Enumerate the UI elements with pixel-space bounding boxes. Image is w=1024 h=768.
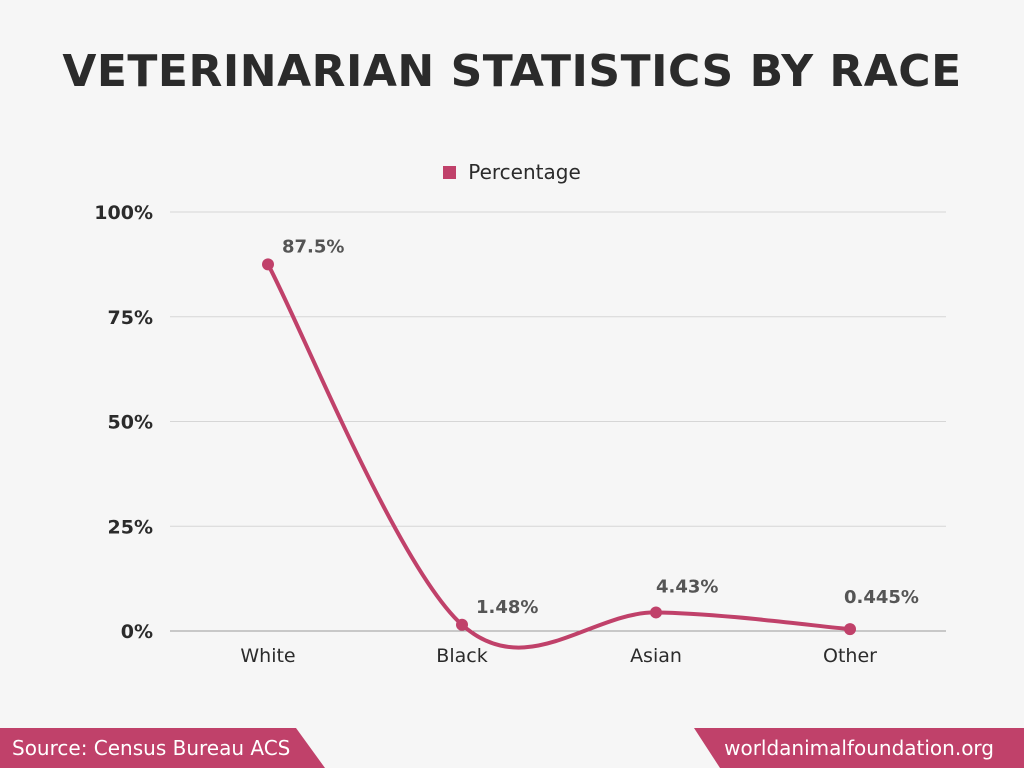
source-banner: Source: Census Bureau ACS — [0, 728, 325, 768]
y-tick-label: 50% — [108, 412, 153, 434]
y-tick-label: 0% — [121, 621, 153, 643]
x-tick-label: White — [240, 645, 295, 667]
y-tick-label: 25% — [108, 516, 153, 538]
data-label: 87.5% — [282, 236, 344, 257]
data-point — [456, 618, 468, 631]
x-tick-label: Other — [823, 645, 877, 667]
legend-label: Percentage — [468, 160, 581, 184]
legend-swatch — [443, 165, 457, 179]
y-tick-label: 100% — [94, 202, 153, 224]
y-tick-label: 75% — [108, 307, 153, 329]
chart-title: VETERINARIAN STATISTICS BY RACE — [62, 46, 962, 97]
data-point — [262, 258, 274, 271]
data-point — [650, 606, 662, 619]
line-chart: 0% 25% 50% 75% 100% White Black Asian Other 87.5%… — [94, 202, 946, 667]
data-label: 1.48% — [476, 597, 538, 618]
legend: Percentage — [0, 160, 1024, 184]
data-label: 0.445% — [844, 587, 919, 608]
data-point — [844, 623, 856, 636]
website-banner[interactable]: worldanimalfoundation.org — [694, 728, 1024, 768]
website-link[interactable]: worldanimalfoundation.org — [724, 736, 994, 760]
x-tick-label: Asian — [630, 645, 682, 667]
data-label: 4.43% — [656, 576, 718, 597]
source-text: Source: Census Bureau ACS — [12, 736, 291, 760]
x-tick-label: Black — [436, 645, 487, 667]
series-line — [266, 262, 852, 650]
